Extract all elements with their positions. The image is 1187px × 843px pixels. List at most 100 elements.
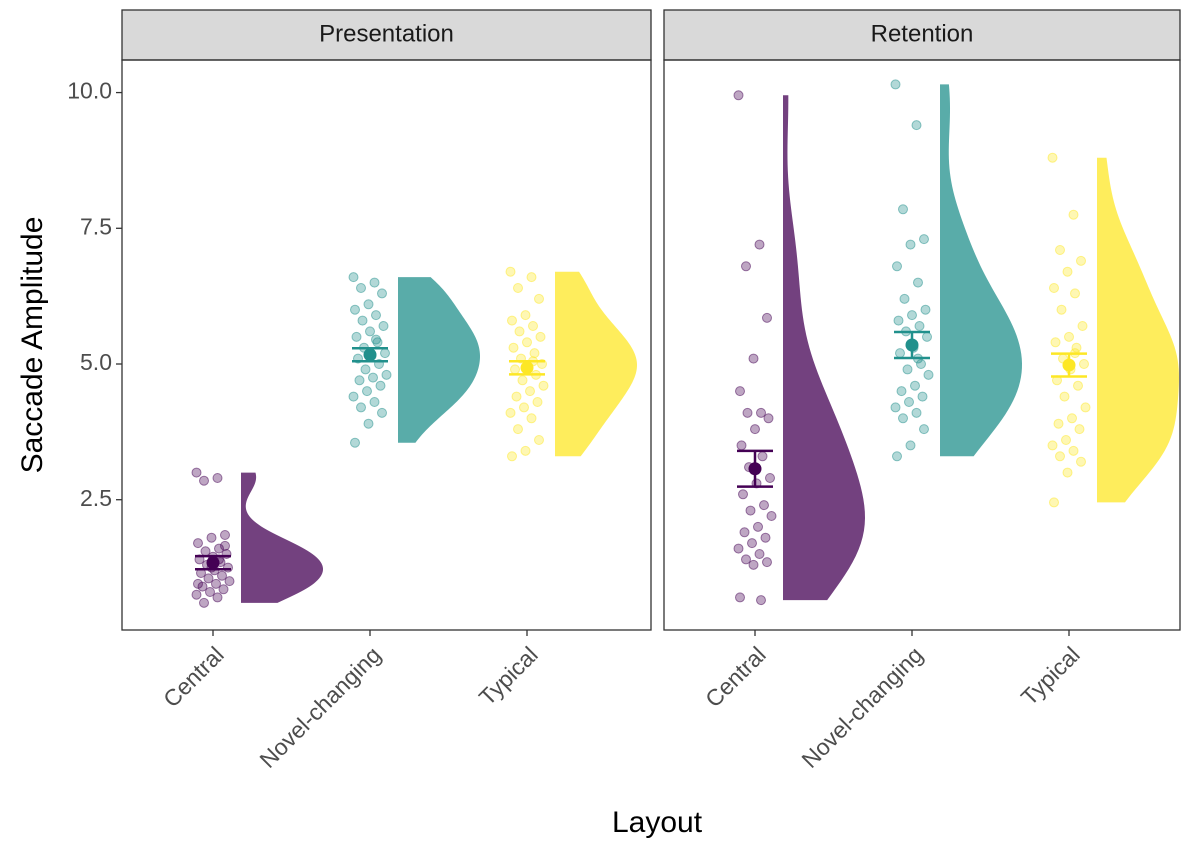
point bbox=[748, 353, 759, 364]
point bbox=[526, 413, 537, 424]
point bbox=[1055, 451, 1065, 462]
point bbox=[205, 587, 215, 597]
panel-border bbox=[663, 59, 1181, 631]
point bbox=[363, 299, 374, 310]
mean-point bbox=[1062, 358, 1076, 372]
point bbox=[890, 79, 901, 90]
point bbox=[363, 418, 374, 429]
point bbox=[505, 407, 516, 418]
point bbox=[356, 402, 366, 413]
point bbox=[1067, 413, 1077, 424]
point bbox=[893, 315, 904, 326]
point bbox=[212, 473, 223, 483]
point bbox=[377, 288, 387, 299]
point bbox=[528, 321, 538, 331]
point bbox=[211, 578, 221, 589]
y-tick-label: 10.0 bbox=[67, 78, 112, 104]
point bbox=[1080, 402, 1091, 413]
y-tick-label: 2.5 bbox=[80, 485, 112, 511]
point bbox=[356, 283, 366, 293]
violin bbox=[555, 271, 637, 457]
point bbox=[1073, 380, 1083, 391]
point bbox=[913, 277, 923, 288]
point bbox=[905, 239, 916, 250]
point bbox=[739, 527, 750, 538]
point bbox=[505, 266, 516, 277]
point bbox=[517, 375, 528, 386]
point bbox=[753, 521, 763, 532]
point bbox=[1061, 435, 1071, 445]
point bbox=[911, 407, 922, 418]
point bbox=[535, 331, 546, 342]
point bbox=[1059, 391, 1070, 402]
point bbox=[365, 326, 375, 337]
strip-label: Retention bbox=[871, 20, 974, 47]
point bbox=[362, 386, 372, 397]
point bbox=[750, 424, 760, 435]
x-tick-label: Novel-changing bbox=[254, 641, 385, 772]
violin bbox=[398, 277, 480, 443]
point bbox=[733, 90, 744, 101]
point bbox=[890, 402, 901, 413]
point bbox=[1076, 255, 1086, 266]
point bbox=[368, 372, 378, 383]
point bbox=[372, 337, 383, 348]
point bbox=[218, 584, 229, 595]
point bbox=[1049, 497, 1059, 508]
point bbox=[360, 364, 371, 375]
point bbox=[735, 592, 745, 603]
strip-label: Presentation bbox=[319, 20, 454, 47]
x-tick-label: Central bbox=[158, 641, 229, 712]
y-tick-label: 5.0 bbox=[80, 349, 112, 375]
point bbox=[760, 532, 771, 543]
point bbox=[745, 505, 756, 516]
violin bbox=[783, 95, 865, 601]
x-tick-label: Typical bbox=[474, 641, 543, 710]
point bbox=[526, 272, 537, 283]
point bbox=[510, 364, 520, 375]
point bbox=[377, 407, 387, 418]
point bbox=[895, 348, 905, 359]
point bbox=[911, 120, 922, 131]
point bbox=[519, 402, 529, 413]
point bbox=[754, 239, 765, 250]
point bbox=[898, 413, 908, 424]
point bbox=[763, 413, 774, 424]
point bbox=[513, 424, 523, 435]
point bbox=[199, 597, 209, 608]
point bbox=[375, 380, 386, 391]
point bbox=[220, 540, 230, 551]
y-axis-title: Saccade Amplitude bbox=[16, 217, 49, 474]
point bbox=[1050, 337, 1061, 348]
point bbox=[193, 578, 203, 589]
point bbox=[910, 380, 920, 391]
point bbox=[534, 293, 544, 304]
panel-border bbox=[121, 59, 652, 631]
point bbox=[223, 562, 233, 573]
point bbox=[203, 573, 214, 584]
point bbox=[514, 326, 525, 337]
point bbox=[212, 592, 223, 603]
point bbox=[762, 557, 772, 568]
point bbox=[1077, 321, 1088, 331]
point bbox=[206, 532, 217, 543]
point bbox=[507, 451, 517, 462]
x-tick-label: Typical bbox=[1016, 641, 1085, 710]
point bbox=[920, 304, 931, 315]
point bbox=[350, 304, 360, 315]
point bbox=[350, 437, 360, 448]
point bbox=[1076, 456, 1086, 467]
strip-background bbox=[663, 9, 1181, 61]
point bbox=[1079, 359, 1089, 369]
point bbox=[904, 397, 914, 407]
point bbox=[513, 283, 523, 293]
x-tick-label: Novel-changing bbox=[796, 641, 927, 772]
violin bbox=[241, 472, 323, 603]
point bbox=[759, 500, 769, 511]
point bbox=[922, 331, 932, 342]
point bbox=[199, 475, 209, 486]
point bbox=[348, 272, 359, 283]
point bbox=[525, 386, 535, 397]
point bbox=[765, 473, 775, 483]
